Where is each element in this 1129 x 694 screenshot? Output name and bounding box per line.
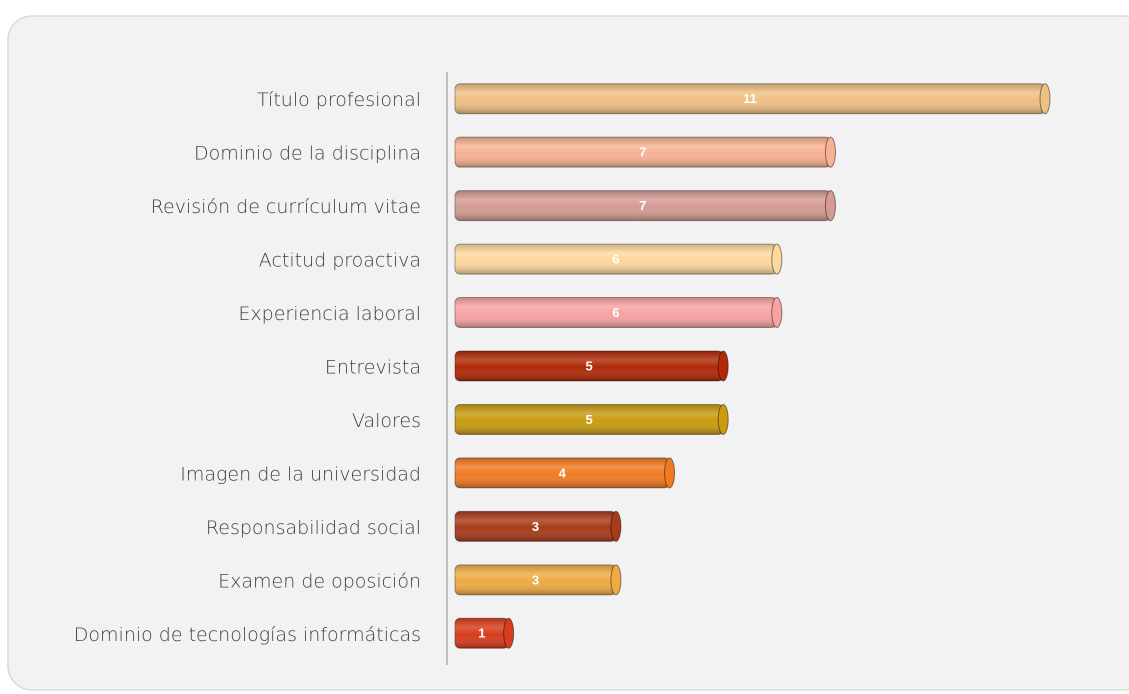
- value-label: 11: [743, 91, 757, 106]
- value-label: 3: [532, 572, 539, 587]
- bar-shade: [455, 564, 616, 595]
- plot-area: Título profesional 11 Dominio de la discip…: [74, 83, 1051, 649]
- bar-cap: [824, 190, 836, 222]
- bar-shade: [455, 297, 777, 328]
- category-label: Actitud proactiva: [259, 250, 421, 272]
- bar-shade: [455, 244, 777, 275]
- category-label: Examen de oposición: [218, 570, 421, 592]
- bar-cap: [824, 136, 836, 168]
- bar-cap: [771, 297, 783, 329]
- value-label: 6: [612, 305, 619, 320]
- value-label: 4: [559, 465, 567, 480]
- bar-cap: [771, 243, 783, 275]
- category-label: Dominio de la disciplina: [194, 143, 421, 165]
- bar-cap: [664, 457, 676, 489]
- value-label: 5: [585, 412, 592, 427]
- value-label: 7: [639, 145, 646, 160]
- category-label: Entrevista: [325, 357, 421, 379]
- bar-cap: [610, 510, 622, 542]
- bar-shade: [455, 511, 616, 542]
- category-label: Valores: [352, 410, 421, 432]
- value-label: 1: [478, 626, 485, 641]
- bar-shade: [455, 404, 724, 435]
- bar-shade: [455, 351, 724, 381]
- bar-shade: [455, 457, 670, 488]
- category-label: Dominio de tecnologías informáticas: [74, 624, 421, 646]
- value-label: 6: [612, 252, 619, 267]
- category-label: Responsabilidad social: [206, 517, 421, 539]
- category-label: Título profesional: [257, 89, 421, 111]
- bar-shade: [455, 618, 509, 649]
- value-label: 3: [532, 519, 539, 534]
- value-label: 7: [639, 198, 646, 213]
- bar-shade: [455, 190, 831, 221]
- bar-cap: [717, 403, 729, 435]
- bar-shade: [455, 137, 831, 168]
- value-label: 5: [585, 358, 592, 373]
- bar-cap: [1039, 83, 1051, 115]
- category-label: Imagen de la universidad: [180, 463, 421, 485]
- bar-cap: [503, 617, 515, 649]
- category-label: Revisión de currículum vitae: [151, 196, 421, 218]
- bar-cap: [610, 564, 622, 596]
- bar-shade: [455, 83, 1045, 114]
- bar-cap: [717, 350, 729, 382]
- category-label: Experiencia laboral: [238, 303, 421, 325]
